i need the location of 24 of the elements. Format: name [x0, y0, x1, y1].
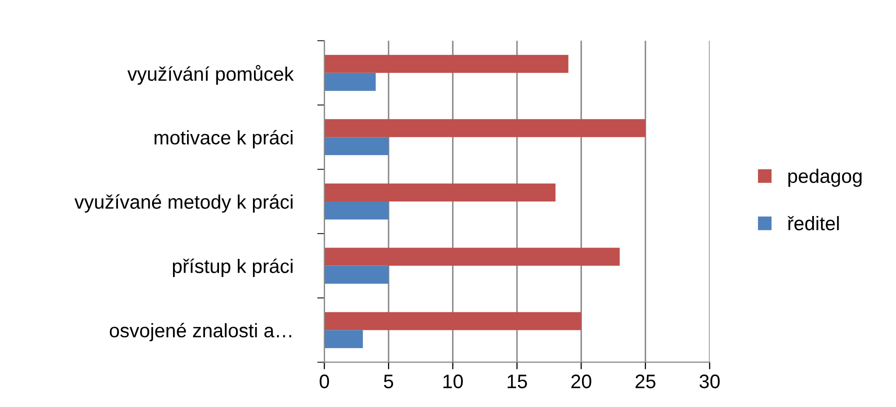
x-tick-label: 5 [384, 374, 394, 388]
x-tick-label: 30 [700, 374, 720, 388]
bar [324, 312, 582, 330]
x-tick-label: 25 [636, 374, 656, 388]
y-tick-label: využívané metody k práci [74, 194, 292, 213]
bar [324, 266, 389, 284]
bar [324, 54, 568, 73]
y-tick-label: využívání pomůcek [127, 65, 294, 85]
x-tick-label: 15 [508, 374, 527, 388]
bar [324, 330, 363, 348]
x-tick-label: 20 [571, 374, 592, 388]
bar [324, 137, 389, 156]
bar [324, 119, 646, 138]
y-tick-label: osvojené znalosti a… [110, 322, 292, 342]
x-tick-label: 0 [320, 374, 329, 388]
legend-label: ředitel [788, 216, 839, 230]
x-tick-label: 10 [443, 374, 463, 388]
bar [324, 201, 389, 220]
y-tick-label: přístup k práci [172, 258, 292, 277]
legend-label: pedagog [788, 168, 862, 187]
bar [324, 248, 620, 266]
bar [324, 183, 556, 202]
y-tick-label: motivace k práci [154, 130, 292, 148]
bar [324, 72, 376, 91]
